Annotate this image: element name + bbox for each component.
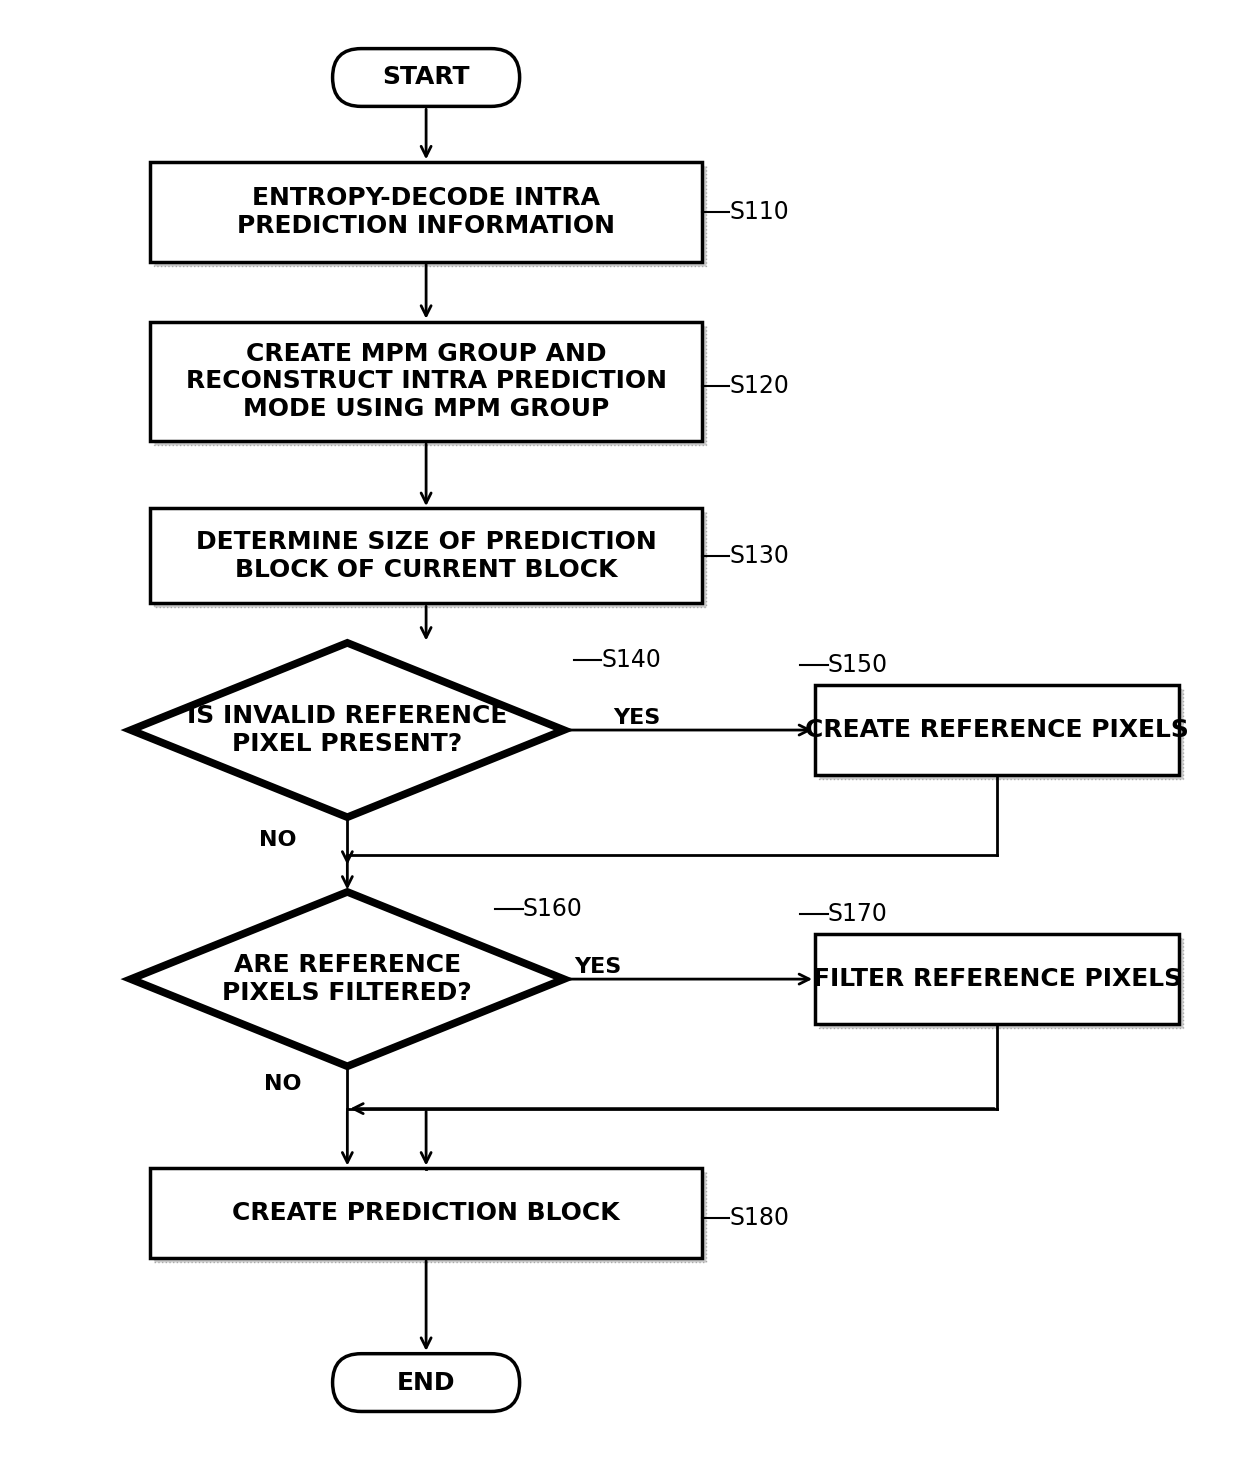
FancyBboxPatch shape bbox=[155, 166, 706, 265]
FancyBboxPatch shape bbox=[815, 935, 1179, 1023]
Text: IS INVALID REFERENCE
PIXEL PRESENT?: IS INVALID REFERENCE PIXEL PRESENT? bbox=[187, 703, 507, 755]
Polygon shape bbox=[130, 643, 564, 818]
Text: NO: NO bbox=[264, 1074, 301, 1093]
Text: ENTROPY-DECODE INTRA
PREDICTION INFORMATION: ENTROPY-DECODE INTRA PREDICTION INFORMAT… bbox=[237, 187, 615, 238]
FancyBboxPatch shape bbox=[150, 1169, 702, 1257]
FancyBboxPatch shape bbox=[815, 686, 1179, 775]
FancyBboxPatch shape bbox=[332, 49, 520, 107]
Text: START: START bbox=[382, 65, 470, 89]
Text: CREATE PREDICTION BLOCK: CREATE PREDICTION BLOCK bbox=[232, 1201, 620, 1225]
Text: S180: S180 bbox=[729, 1206, 790, 1231]
FancyBboxPatch shape bbox=[155, 326, 706, 446]
Text: S110: S110 bbox=[729, 200, 789, 224]
FancyBboxPatch shape bbox=[150, 163, 702, 262]
FancyBboxPatch shape bbox=[818, 689, 1183, 779]
FancyBboxPatch shape bbox=[818, 939, 1183, 1028]
Polygon shape bbox=[130, 892, 564, 1066]
Text: DETERMINE SIZE OF PREDICTION
BLOCK OF CURRENT BLOCK: DETERMINE SIZE OF PREDICTION BLOCK OF CU… bbox=[196, 530, 656, 582]
Text: ARE REFERENCE
PIXELS FILTERED?: ARE REFERENCE PIXELS FILTERED? bbox=[222, 954, 472, 1006]
FancyBboxPatch shape bbox=[155, 1173, 706, 1262]
Text: YES: YES bbox=[613, 708, 661, 729]
Text: S170: S170 bbox=[828, 902, 888, 926]
FancyBboxPatch shape bbox=[155, 512, 706, 607]
Text: S130: S130 bbox=[729, 544, 789, 567]
Text: S160: S160 bbox=[522, 897, 583, 921]
Text: NO: NO bbox=[259, 829, 296, 850]
Text: S120: S120 bbox=[729, 375, 789, 398]
Text: CREATE REFERENCE PIXELS: CREATE REFERENCE PIXELS bbox=[805, 718, 1189, 742]
Text: YES: YES bbox=[574, 957, 621, 977]
Text: CREATE MPM GROUP AND
RECONSTRUCT INTRA PREDICTION
MODE USING MPM GROUP: CREATE MPM GROUP AND RECONSTRUCT INTRA P… bbox=[186, 342, 667, 421]
FancyBboxPatch shape bbox=[332, 1354, 520, 1411]
FancyBboxPatch shape bbox=[150, 508, 702, 603]
Text: FILTER REFERENCE PIXELS: FILTER REFERENCE PIXELS bbox=[812, 967, 1182, 991]
FancyBboxPatch shape bbox=[150, 321, 702, 441]
Text: S140: S140 bbox=[601, 649, 661, 672]
Text: END: END bbox=[397, 1370, 455, 1395]
Text: S150: S150 bbox=[828, 653, 888, 677]
